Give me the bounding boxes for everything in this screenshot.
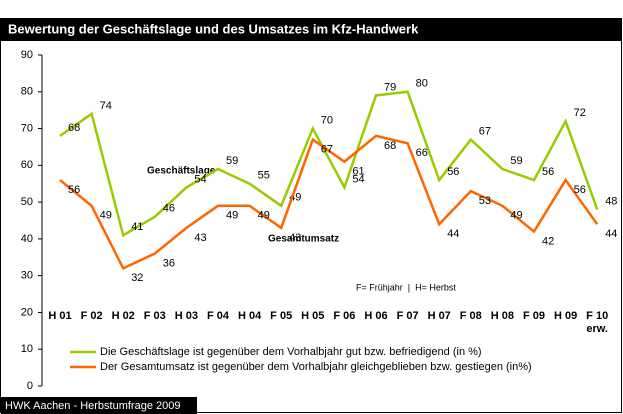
frame [0, 18, 622, 413]
chart-title: Bewertung der Geschäftslage und des Umsa… [8, 21, 419, 36]
data-label: 56 [574, 184, 586, 196]
x-tick-label: H 03 [174, 310, 199, 322]
y-tick-label: 90 [21, 49, 33, 61]
data-label: 54 [194, 173, 206, 185]
data-label: 55 [258, 170, 270, 182]
data-label: 48 [605, 195, 617, 207]
data-label: 56 [447, 166, 459, 178]
x-tick-label: F 07 [396, 310, 419, 322]
annotation: Gesamtumsatz [268, 234, 339, 245]
x-tick-label: F 08 [459, 310, 482, 322]
data-label: 49 [100, 210, 112, 222]
data-label: 42 [542, 235, 554, 247]
data-label: 46 [163, 203, 175, 215]
data-label: 79 [384, 81, 396, 93]
y-tick-label: 20 [21, 306, 33, 318]
data-label: 43 [289, 232, 301, 244]
data-label: 49 [510, 210, 522, 222]
line-series [59, 90, 599, 238]
y-tick-label: 60 [21, 159, 33, 171]
x-tick-label: F 05 [270, 310, 293, 322]
data-label: 61 [352, 166, 364, 178]
legend-label: Die Geschäftslage ist gegenüber dem Vorh… [100, 346, 482, 358]
x-tick-label: F 04 [206, 310, 229, 322]
x-tick-label: H 08 [490, 310, 515, 322]
annotation: F= Frühjahr | H= Herbst [356, 282, 456, 292]
data-label: 67 [321, 143, 333, 155]
y-tick-label: 0 [27, 380, 33, 392]
data-label: 44 [447, 228, 459, 240]
x-tick-label: F 06 [333, 310, 356, 322]
title-bar [1, 19, 622, 41]
annotation: Geschäftslage [147, 166, 216, 177]
data-label: 54 [352, 173, 364, 185]
y-tick-label: 40 [21, 233, 33, 245]
x-tick-label: H 02 [111, 310, 135, 322]
data-label: 74 [100, 100, 112, 112]
x-tick-label: H 04 [237, 310, 262, 322]
data-label: 53 [479, 195, 491, 207]
data-label: 41 [131, 221, 143, 233]
y-tick-label: 70 [21, 122, 33, 134]
data-label: 49 [258, 210, 270, 222]
x-tick-label: H 05 [301, 310, 325, 322]
data-label: 72 [574, 107, 586, 119]
data-label: 59 [510, 155, 522, 167]
data-label: 32 [131, 272, 143, 284]
data-label: 49 [226, 210, 238, 222]
y-tick-label: 50 [21, 196, 33, 208]
data-label: 68 [68, 122, 80, 134]
data-label: 59 [226, 155, 238, 167]
x-tick-label: H 09 [553, 310, 578, 322]
data-label: 80 [416, 78, 428, 90]
data-label: 67 [479, 125, 491, 137]
legend-label: Der Gesamtumsatz ist gegenüber dem Vorha… [100, 361, 532, 373]
source: HWK Aachen - Herbstumfrage 2009 [5, 400, 180, 412]
data-label: 68 [384, 140, 396, 152]
source-box [1, 397, 197, 414]
y-tick-label: 10 [21, 343, 33, 355]
x-tick-label: H 01 [48, 310, 72, 322]
data-label: 66 [416, 147, 428, 159]
x-tick-label: F 09 [522, 310, 545, 322]
data-label: 43 [194, 232, 206, 244]
x-tick-label: F 10 erw. [586, 310, 609, 335]
y-tick-label: 30 [21, 270, 33, 282]
data-label: 56 [542, 166, 554, 178]
x-tick-label: H 06 [364, 310, 388, 322]
data-label: 36 [163, 258, 175, 270]
x-tick-label: F 03 [143, 310, 166, 322]
data-label: 70 [321, 114, 333, 126]
line-series [59, 134, 599, 270]
data-label: 56 [68, 184, 80, 196]
x-tick-label: H 07 [427, 310, 451, 322]
x-tick-label: F 02 [80, 310, 103, 322]
data-label: 44 [605, 228, 617, 240]
y-tick-label: 80 [21, 86, 33, 98]
